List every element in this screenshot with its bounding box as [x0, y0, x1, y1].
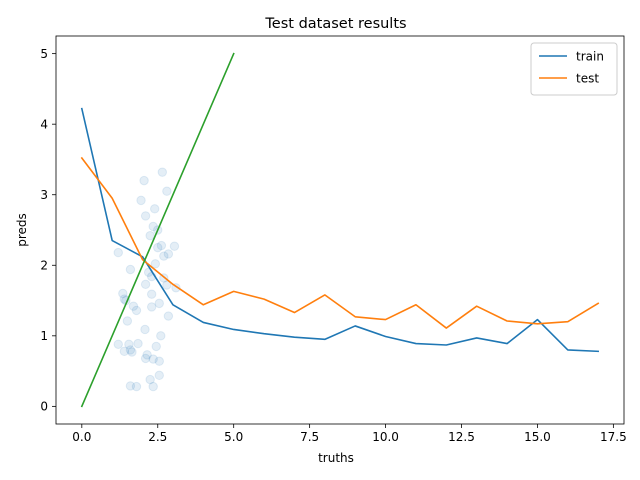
scatter-point [140, 211, 151, 221]
scatter-point [169, 241, 180, 251]
scatter-point [140, 353, 151, 364]
scatter-point [113, 247, 123, 258]
series-line-train [80, 107, 600, 353]
scatter-point [131, 381, 142, 392]
scatter-point [125, 345, 136, 355]
scatter-point [128, 301, 139, 311]
legend-label-test: test [576, 71, 599, 85]
scatter-point [131, 305, 142, 316]
scatter-point [125, 264, 136, 275]
scatter-point [113, 339, 123, 349]
plot-frame [55, 35, 625, 425]
reference-line [80, 52, 235, 408]
scatter-point [150, 259, 161, 269]
scatter-point [154, 298, 164, 309]
scatter-point [148, 381, 158, 392]
x-tick-label: 15.0 [524, 430, 551, 444]
scatter-point [136, 195, 146, 206]
series-lines [80, 52, 600, 408]
scatter-point [153, 242, 163, 253]
scatter-point [148, 354, 158, 364]
scatter-point [118, 288, 128, 299]
x-axis-ticks: 0.0 2.5 5.0 7.5 10.0 12.5 15.0 17.5 [72, 424, 627, 444]
y-tick-label: 5 [40, 47, 48, 61]
legend-box [530, 42, 618, 96]
scatter-point [148, 221, 158, 232]
scatter-point [157, 167, 168, 177]
chart-title: Test dataset results [264, 16, 406, 32]
scatter-point [145, 374, 155, 385]
scatter-points [113, 167, 181, 392]
scatter-point [163, 311, 174, 321]
scatter-point [145, 230, 155, 241]
scatter-point [139, 175, 149, 186]
scatter-point [159, 251, 169, 261]
y-tick-label: 2 [40, 259, 48, 273]
scatter-point [140, 324, 150, 335]
series-line-test [80, 156, 600, 329]
x-tick-label: 0.0 [72, 430, 91, 444]
scatter-point [154, 370, 164, 381]
y-tick-label: 0 [40, 400, 48, 414]
x-tick-label: 7.5 [300, 430, 319, 444]
scatter-point [156, 240, 167, 251]
scatter-point [151, 341, 161, 352]
scatter-point [146, 302, 157, 312]
scatter-point [133, 338, 143, 349]
x-axis-title: truths [318, 451, 354, 465]
y-axis-title: preds [15, 213, 29, 247]
scatter-point [146, 289, 157, 299]
legend: train test [530, 42, 618, 96]
y-tick-label: 4 [40, 117, 48, 131]
scatter-point [163, 249, 174, 259]
scatter-point [119, 346, 130, 357]
scatter-point [156, 331, 166, 341]
legend-label-train: train [576, 49, 604, 63]
x-tick-label: 2.5 [148, 430, 167, 444]
scatter-point [162, 280, 172, 290]
x-tick-label: 12.5 [448, 430, 475, 444]
scatter-point [127, 347, 137, 357]
scatter-point [140, 279, 151, 290]
scatter-point [125, 381, 136, 391]
scatter-point [150, 204, 160, 214]
scatter-point [154, 356, 164, 366]
x-tick-label: 10.0 [372, 430, 399, 444]
x-tick-label: 5.0 [224, 430, 243, 444]
y-axis-ticks: 0 1 2 3 4 5 [40, 47, 56, 414]
scatter-point [142, 350, 152, 360]
x-tick-label: 17.5 [600, 430, 627, 444]
y-tick-label: 3 [40, 188, 48, 202]
scatter-point [124, 339, 134, 349]
y-tick-label: 1 [40, 329, 48, 343]
scatter-point [122, 316, 133, 326]
scatter-point [162, 186, 172, 196]
